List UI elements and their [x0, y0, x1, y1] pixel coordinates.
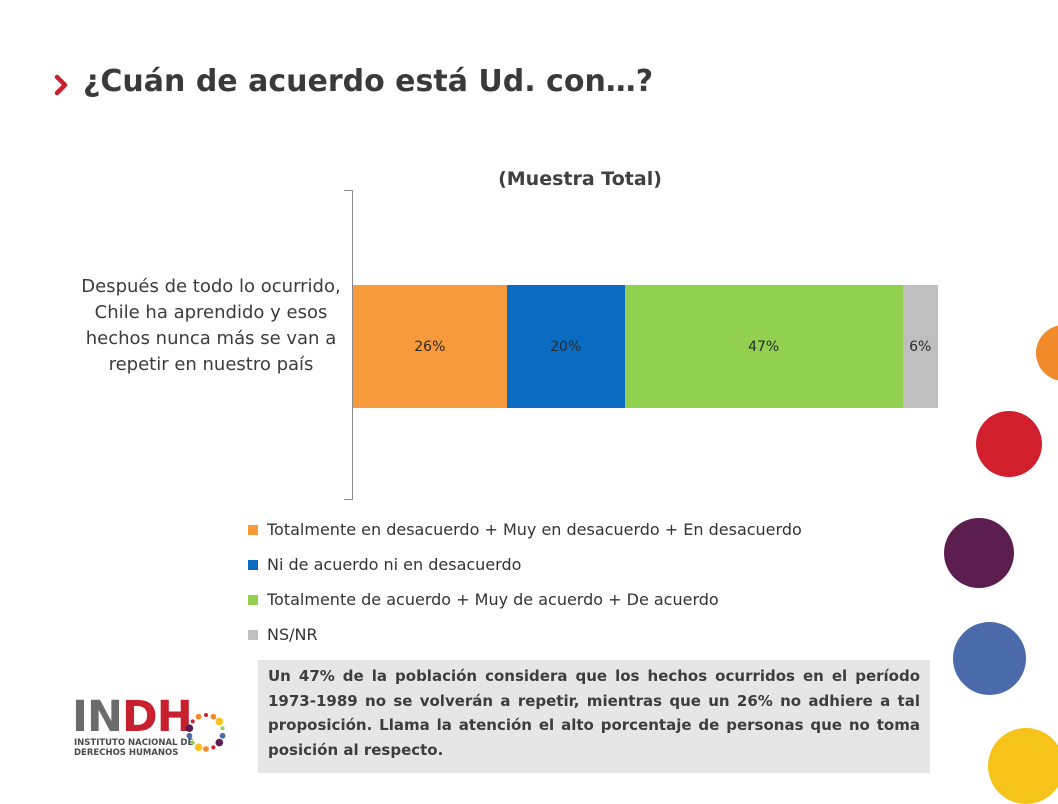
category-axis [352, 190, 353, 500]
logo-dot [204, 713, 208, 717]
summary-note: Un 47% de la población considera que los… [258, 660, 930, 773]
logo-dot [211, 745, 216, 750]
legend-swatch-3 [248, 629, 258, 640]
legend-label-1: Ni de acuerdo ni en desacuerdo [267, 555, 522, 574]
logo-dot [195, 713, 202, 720]
logo-wordmark: INDH [72, 692, 193, 742]
data-label-3: 6% [909, 338, 932, 355]
category-label: Después de todo lo ocurrido, Chile ha ap… [81, 276, 341, 375]
logo-subtitle-line2: DERECHOS HUMANOS [74, 748, 179, 758]
logo-dot [215, 738, 224, 747]
logo-dot [215, 717, 224, 726]
bar-segment-0: 26% [353, 285, 507, 408]
decorative-circle-orange [1036, 325, 1058, 381]
legend-label-3: NS/NR [267, 625, 318, 644]
data-label-2: 47% [748, 338, 780, 355]
legend-swatch-2 [248, 594, 258, 605]
legend-item-2: Totalmente de acuerdo + Muy de acuerdo +… [248, 582, 802, 617]
logo-dot [185, 724, 194, 733]
data-label-0: 26% [414, 338, 446, 355]
chevron-right-icon [54, 74, 68, 96]
bar-segment-2: 47% [624, 285, 903, 408]
logo-wordmark-prefix: IN [72, 692, 123, 742]
legend-swatch-0 [248, 524, 258, 535]
decorative-circle-yellow [988, 728, 1058, 804]
data-label-1: 20% [550, 338, 582, 355]
logo-dot [210, 713, 217, 720]
logo-dot [220, 726, 225, 731]
chart-legend: Totalmente en desacuerdo + Muy en desacu… [248, 512, 802, 652]
logo-dot [203, 746, 209, 752]
decorative-circle-red [976, 411, 1042, 477]
logo-dot [219, 732, 226, 739]
logo-dot [190, 719, 195, 724]
bar-segment-3: 6% [902, 285, 938, 408]
legend-item-3: NS/NR [248, 617, 802, 652]
decorative-circle-purple [944, 518, 1014, 588]
logo-subtitle: INSTITUTO NACIONAL DE DERECHOS HUMANOS [74, 738, 193, 758]
chart-title: (Muestra Total) [498, 168, 662, 190]
legend-item-0: Totalmente en desacuerdo + Muy en desacu… [248, 512, 802, 547]
legend-swatch-1 [248, 559, 258, 570]
legend-item-1: Ni de acuerdo ni en desacuerdo [248, 547, 802, 582]
bar-segment-1: 20% [506, 285, 625, 408]
legend-label-0: Totalmente en desacuerdo + Muy en desacu… [267, 520, 802, 539]
logo-subtitle-line1: INSTITUTO NACIONAL DE [74, 738, 194, 748]
logo-dot [190, 740, 195, 745]
legend-label-2: Totalmente de acuerdo + Muy de acuerdo +… [267, 590, 719, 609]
logo-dot [194, 743, 203, 752]
axis-tick-bottom [344, 499, 353, 500]
page-title: ¿Cuán de acuerdo está Ud. con…? [83, 64, 654, 99]
decorative-circle-blue [953, 622, 1026, 695]
indh-logo: INDH INSTITUTO NACIONAL DE DERECHOS HUMA… [72, 694, 232, 758]
logo-dot [186, 732, 193, 739]
axis-tick-top [344, 190, 353, 191]
logo-wordmark-suffix: DH [122, 692, 193, 742]
logo-dot-ring-icon [185, 713, 226, 752]
